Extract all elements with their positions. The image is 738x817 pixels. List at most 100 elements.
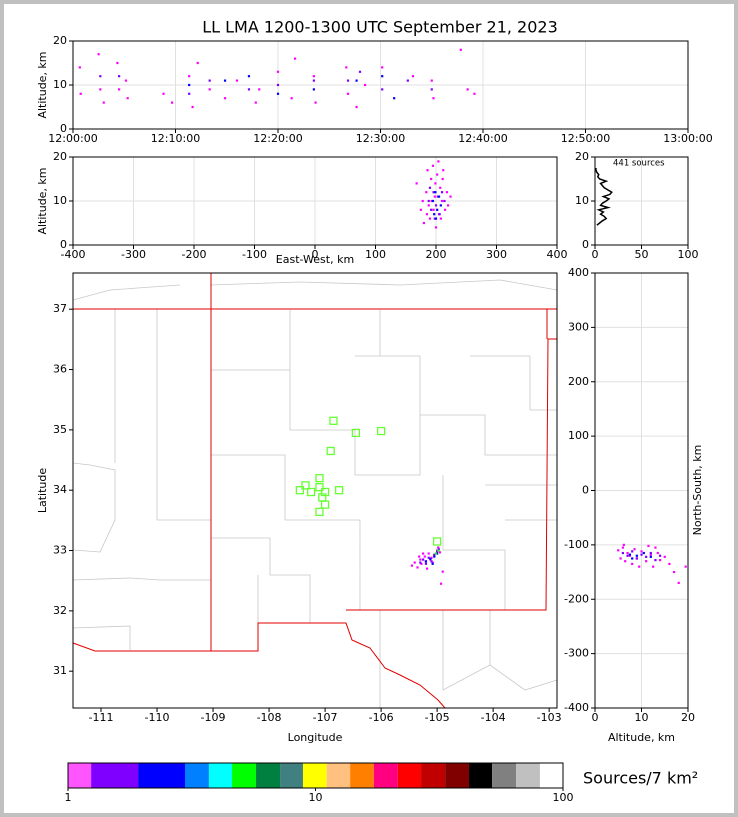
source-point	[235, 79, 239, 82]
x-tick-label: 400	[547, 248, 568, 261]
source-point	[439, 217, 442, 220]
source-point	[355, 105, 358, 109]
source-point	[434, 552, 438, 555]
y-tick-label: 35	[53, 423, 67, 436]
source-point	[406, 79, 409, 82]
y-tick-label: 300	[568, 320, 589, 333]
source-point	[443, 199, 446, 203]
x-axis-label: Longitude	[288, 731, 343, 744]
source-point	[162, 92, 165, 95]
axes-frame	[594, 272, 689, 709]
x-tick-label: -105	[425, 711, 450, 724]
source-point	[410, 564, 414, 567]
source-point	[124, 79, 128, 82]
station	[295, 486, 305, 495]
source-point	[126, 97, 129, 100]
axes-frame	[72, 272, 558, 709]
source-point	[208, 88, 211, 91]
source-point	[684, 565, 687, 568]
colorbar-band	[397, 763, 422, 788]
source-point	[188, 83, 191, 87]
source-point	[656, 551, 659, 555]
source-point	[312, 88, 315, 91]
station	[315, 507, 324, 517]
colorbar-band	[326, 763, 351, 788]
source-point	[668, 562, 671, 566]
y-tick-label: 0	[582, 484, 589, 497]
source-point	[346, 92, 350, 95]
source-point	[422, 558, 425, 561]
x-tick-label: -100	[242, 248, 267, 261]
colorbar-band	[232, 763, 257, 788]
source-point	[640, 550, 643, 553]
source-point	[677, 581, 680, 585]
x-tick-label: 300	[486, 248, 507, 261]
x-tick-label: -111	[89, 711, 114, 724]
colorbar-band	[68, 763, 92, 788]
source-point	[314, 101, 317, 104]
source-point	[116, 61, 119, 65]
source-point	[434, 182, 437, 185]
x-tick-label: -300	[121, 248, 146, 261]
y-axis-label: Latitude	[36, 468, 49, 514]
source-point	[358, 70, 362, 73]
x-tick-label: 0	[312, 248, 319, 261]
source-point	[247, 75, 251, 78]
x-tick-label: 50	[635, 248, 649, 261]
colorbar-band	[516, 763, 540, 788]
source-point	[188, 75, 191, 78]
colorbar-band	[256, 763, 281, 788]
source-point	[436, 195, 439, 198]
x-axis-label: Altitude, km	[608, 731, 675, 744]
x-tick-label: 12:40:00	[458, 132, 507, 145]
y-tick-label: 0	[582, 238, 589, 251]
source-point	[622, 543, 625, 546]
x-tick-label: -103	[537, 711, 562, 724]
source-point	[415, 182, 418, 185]
source-point	[436, 549, 439, 552]
source-point	[647, 544, 650, 548]
source-point	[635, 554, 638, 557]
source-point	[645, 555, 648, 558]
y-tick-label: 400	[568, 266, 589, 279]
y-tick-label: 37	[53, 302, 67, 315]
source-point	[441, 177, 444, 181]
source-point	[430, 560, 433, 563]
source-point	[649, 553, 652, 556]
source-point	[191, 105, 194, 109]
source-point	[617, 549, 620, 552]
source-point	[419, 561, 422, 564]
y-tick-label: 36	[53, 363, 67, 376]
x-tick-label: 0	[592, 248, 599, 261]
source-point	[312, 79, 315, 82]
source-point	[433, 553, 436, 556]
source-point	[437, 160, 440, 163]
x-tick-label: 12:00:00	[48, 132, 97, 145]
station	[326, 446, 335, 456]
y-tick-label: 20	[53, 150, 67, 163]
station	[334, 486, 344, 495]
source-point	[433, 555, 436, 558]
source-point	[188, 92, 191, 95]
source-point	[208, 79, 211, 82]
x-tick-label: 13:00:00	[663, 132, 712, 145]
source-point	[247, 88, 251, 91]
source-point	[431, 562, 434, 565]
source-point	[445, 191, 448, 194]
source-point	[420, 562, 423, 565]
axes-frame	[72, 156, 558, 246]
y-tick-label: 32	[53, 604, 67, 617]
source-point	[346, 79, 350, 82]
source-point	[430, 88, 433, 91]
station	[320, 500, 330, 509]
x-tick-label: 12:10:00	[151, 132, 200, 145]
colorbar-band	[280, 763, 303, 788]
source-point	[640, 553, 643, 556]
colorbar-band	[185, 763, 209, 788]
y-tick-label: -200	[564, 592, 589, 605]
source-point	[631, 557, 634, 560]
x-tick-label: -400	[61, 248, 86, 261]
source-point	[652, 565, 655, 568]
